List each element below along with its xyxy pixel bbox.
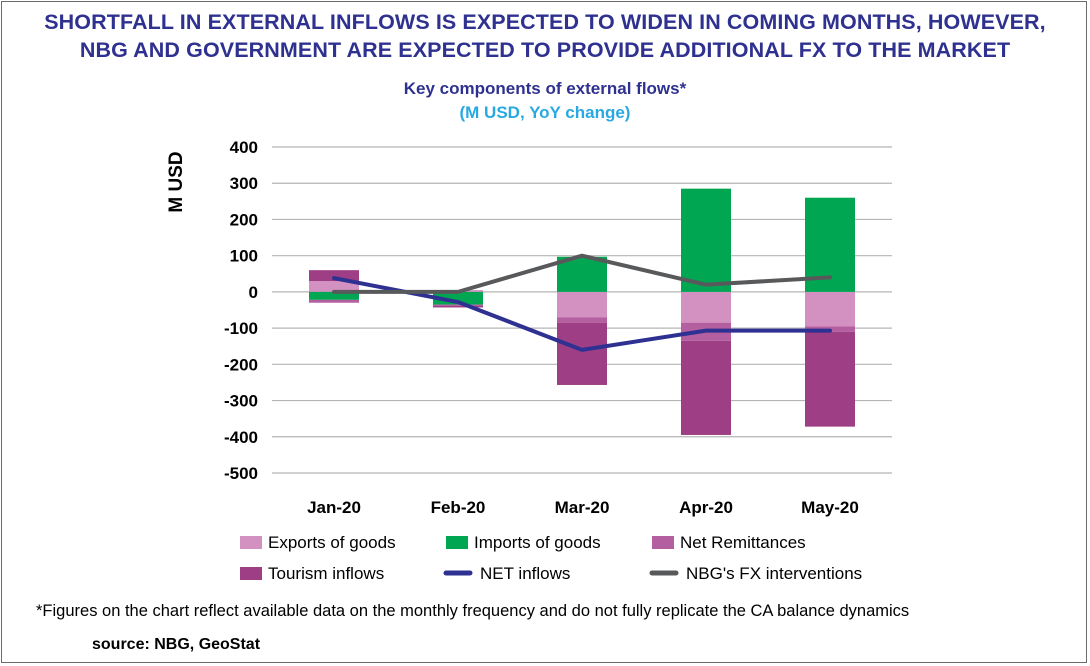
x-tick-label: Jan-20 — [307, 498, 361, 517]
legend-label: Imports of goods — [474, 533, 601, 552]
legend-item: NET inflows — [443, 564, 570, 583]
legend-label: NET inflows — [480, 564, 570, 583]
bar-tourism-inflows — [805, 331, 855, 427]
x-tick-label: May-20 — [801, 498, 859, 517]
legend: Exports of goods Imports of goods Net Remi… — [240, 533, 862, 583]
legend-item: Net Remittances — [652, 533, 806, 552]
bar-imports-of-goods — [309, 291, 359, 300]
legend-label: Tourism inflows — [268, 564, 384, 583]
y-tick-label: 400 — [230, 138, 258, 157]
bar-imports-of-goods — [681, 188, 731, 292]
x-tick-label: Mar-20 — [555, 498, 610, 517]
chart-subtitle: (M USD, YoY change) — [459, 103, 631, 122]
bar-layer — [309, 188, 855, 435]
y-tick-label: -100 — [224, 319, 258, 338]
y-axis-label: M USD — [166, 151, 187, 212]
y-tick-label: -400 — [224, 428, 258, 447]
legend-swatch — [240, 536, 262, 549]
chart-title: Key components of external flows* — [403, 79, 687, 98]
y-tick-label: 0 — [249, 283, 258, 302]
chart-plot: 400 300 200 100 0 -100 -200 -300 -400 -500 Jan-20 F… — [166, 138, 892, 583]
line-layer — [332, 253, 832, 352]
bar-tourism-inflows — [681, 340, 731, 435]
bar-net-remittances — [309, 299, 359, 303]
axis-labels: 400 300 200 100 0 -100 -200 -300 -400 -500 Jan-20 F… — [224, 138, 859, 517]
headline-line-2: NBG AND GOVERNMENT ARE EXPECTED TO PROVI… — [79, 38, 1011, 62]
bar-exports-of-goods — [309, 281, 359, 292]
line-net-inflows — [332, 276, 832, 352]
legend-label: NBG's FX interventions — [686, 564, 862, 583]
bar-tourism-inflows — [309, 270, 359, 282]
bar-net-remittances — [433, 304, 483, 306]
bar-tourism-inflows — [557, 322, 607, 385]
legend-item: Tourism inflows — [240, 564, 384, 583]
x-tick-label: Apr-20 — [679, 498, 733, 517]
bar-net-remittances — [557, 317, 607, 323]
source-note: source: NBG, GeoStat — [92, 636, 261, 653]
footnote: *Figures on the chart reflect available … — [36, 602, 910, 620]
y-tick-label: -300 — [224, 392, 258, 411]
legend-swatch — [446, 536, 468, 549]
y-tick-label: -200 — [224, 355, 258, 374]
y-tick-label: 300 — [230, 174, 258, 193]
y-tick-label: -500 — [224, 464, 258, 483]
x-tick-label: Feb-20 — [431, 498, 486, 517]
legend-item: Imports of goods — [446, 533, 601, 552]
bar-tourism-inflows — [433, 305, 483, 308]
headline-line-1: SHORTFALL IN EXTERNAL INFLOWS IS EXPECTE… — [44, 10, 1046, 34]
bar-exports-of-goods — [805, 291, 855, 327]
y-tick-label: 100 — [230, 247, 258, 266]
legend-swatch — [240, 567, 262, 580]
legend-swatch — [652, 536, 674, 549]
legend-item: Exports of goods — [240, 533, 396, 552]
line-nbg-s-fx-interventions — [332, 253, 832, 294]
legend-label: Exports of goods — [268, 533, 396, 552]
legend-item: NBG's FX interventions — [649, 564, 862, 583]
legend-label: Net Remittances — [680, 533, 806, 552]
y-tick-label: 200 — [230, 210, 258, 229]
bar-exports-of-goods — [557, 291, 607, 318]
bar-exports-of-goods — [681, 291, 731, 323]
